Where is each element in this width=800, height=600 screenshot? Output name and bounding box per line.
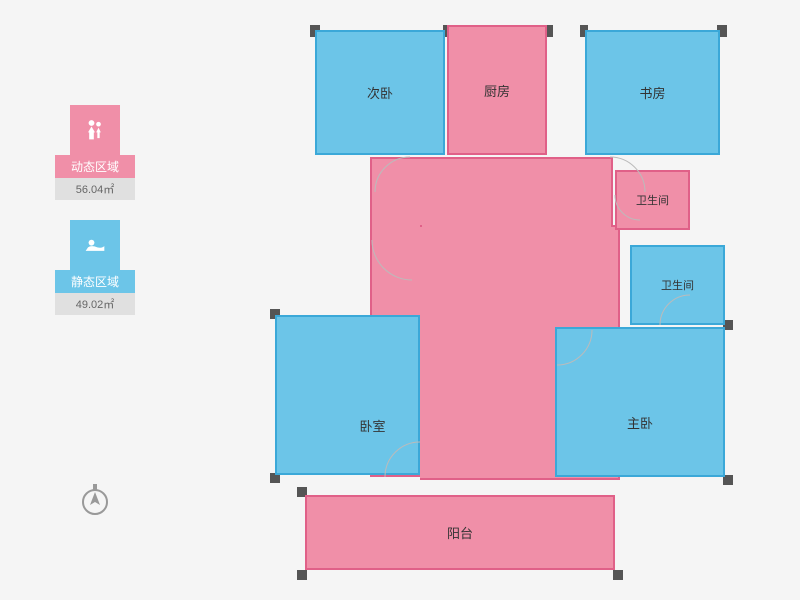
room-bathroom-2: 卫生间: [630, 245, 725, 325]
rest-icon: [81, 231, 109, 259]
dynamic-label: 动态区域: [55, 155, 135, 178]
legend-static: 静态区域 49.02㎡: [55, 220, 135, 315]
room-label: 书房: [639, 83, 665, 102]
room-kitchen: 厨房: [447, 25, 547, 155]
room-label: 主卧: [627, 413, 653, 432]
compass-icon: [75, 480, 115, 520]
dynamic-swatch: [70, 105, 120, 155]
room-label: 厨房: [484, 81, 510, 100]
room-balcony: 阳台: [305, 495, 615, 570]
dynamic-value: 56.04㎡: [55, 178, 135, 200]
people-icon: [81, 116, 109, 144]
room-secondary-bedroom: 次卧: [315, 30, 445, 155]
room-label: 卧室: [359, 416, 385, 435]
static-swatch: [70, 220, 120, 270]
legend-panel: 动态区域 56.04㎡ 静态区域 49.02㎡: [55, 105, 135, 335]
wall: [297, 570, 307, 580]
room-master-bedroom: 主卧: [555, 327, 725, 477]
static-value: 49.02㎡: [55, 293, 135, 315]
legend-dynamic: 动态区域 56.04㎡: [55, 105, 135, 200]
room-label: 卫生间: [636, 192, 669, 208]
room-study: 书房: [585, 30, 720, 155]
room-bathroom-1: 卫生间: [615, 170, 690, 230]
room-label: 阳台: [447, 523, 473, 542]
static-label: 静态区域: [55, 270, 135, 293]
floorplan-container: 客餐厅 次卧 厨房 书房 卫生间 卫生间 卧室 主卧 阳台: [255, 25, 755, 580]
wall: [613, 570, 623, 580]
room-label: 卫生间: [661, 277, 694, 293]
room-bedroom: 卧室: [275, 315, 420, 475]
room-label: 次卧: [367, 83, 393, 102]
